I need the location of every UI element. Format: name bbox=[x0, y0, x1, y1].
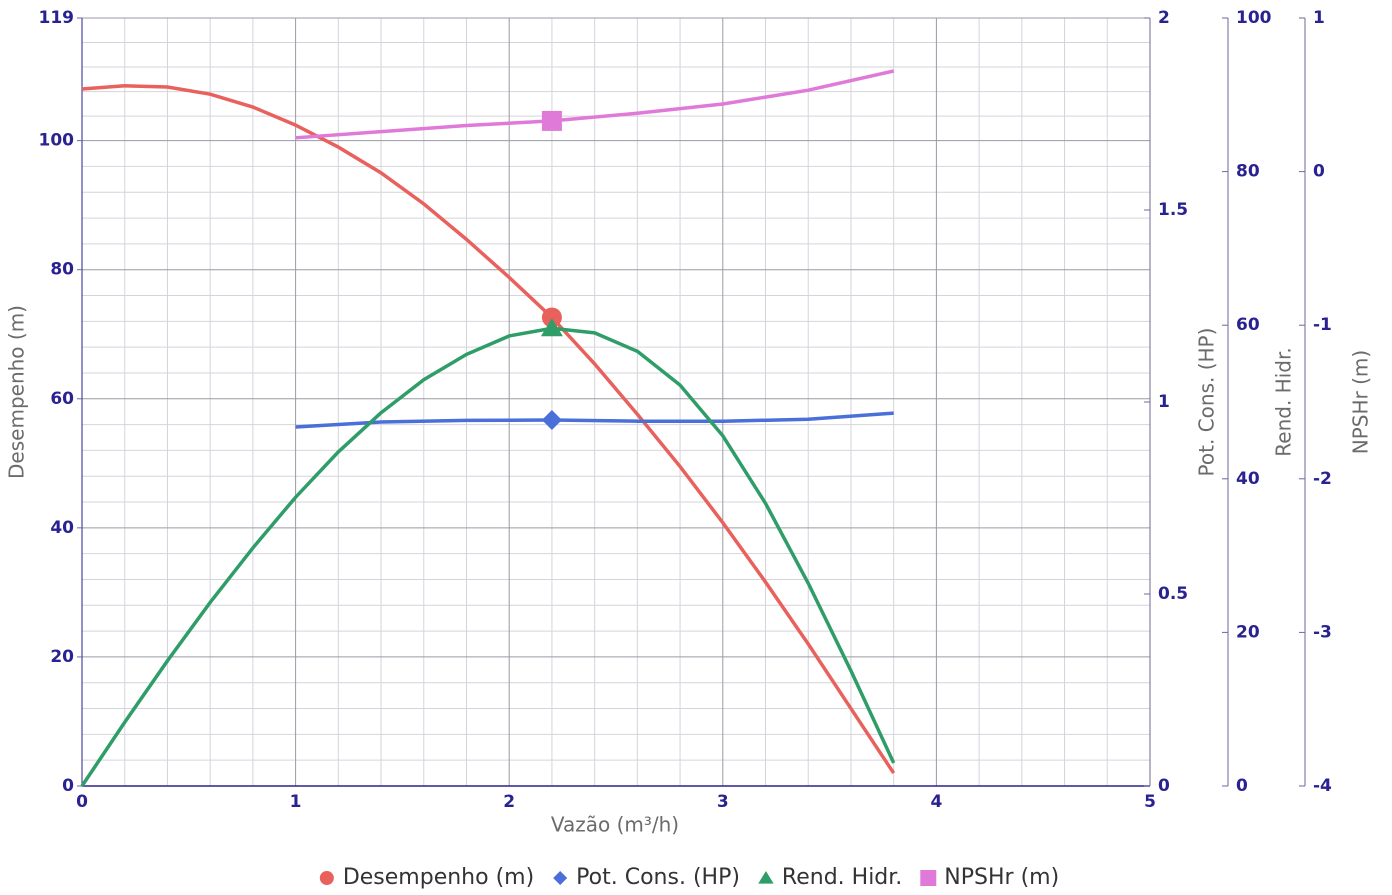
y-tick-label: 100 bbox=[39, 131, 75, 151]
series-line bbox=[295, 69, 895, 140]
x-tick-label: 3 bbox=[717, 792, 729, 812]
marker bbox=[540, 318, 563, 337]
x-tick-label: 0 bbox=[76, 792, 88, 812]
y-tick-label: 1 bbox=[1313, 8, 1325, 28]
marker bbox=[541, 307, 562, 328]
legend-label: Rend. Hidr. bbox=[782, 865, 902, 890]
y-tick-label: 119 bbox=[39, 8, 75, 28]
legend-marker bbox=[553, 871, 568, 885]
y-tick-label: -3 bbox=[1313, 622, 1332, 642]
y-tick-label: 0 bbox=[1313, 162, 1325, 182]
series-line bbox=[295, 411, 894, 429]
x-tick-label: 2 bbox=[503, 792, 515, 812]
y-tick-label: 0.5 bbox=[1158, 584, 1188, 604]
marker bbox=[541, 410, 562, 431]
y-tick-label: 0 bbox=[1236, 776, 1248, 796]
y-tick-label: 40 bbox=[50, 518, 74, 538]
y-tick-label: 80 bbox=[50, 260, 74, 280]
legend-marker bbox=[319, 871, 334, 885]
legend-label: Pot. Cons. (HP) bbox=[576, 865, 740, 890]
y-axis-title: NPSHr (m) bbox=[1349, 350, 1373, 454]
y-tick-label: 0 bbox=[62, 776, 74, 796]
legend-marker bbox=[920, 870, 937, 886]
y-tick-label: 40 bbox=[1236, 469, 1260, 489]
legend-marker bbox=[758, 871, 774, 884]
y-axis-title: Rend. Hidr. bbox=[1272, 347, 1296, 456]
y-tick-label: -4 bbox=[1313, 776, 1332, 796]
y-tick-label: 20 bbox=[50, 647, 74, 667]
marker bbox=[541, 110, 562, 131]
x-tick-label: 4 bbox=[930, 792, 942, 812]
series-line bbox=[80, 326, 896, 787]
legend-label: NPSHr (m) bbox=[944, 865, 1059, 890]
plot bbox=[80, 69, 896, 787]
y-axis-title: Pot. Cons. (HP) bbox=[1195, 328, 1219, 477]
y-tick-label: 2 bbox=[1158, 8, 1170, 28]
x-tick-label: 1 bbox=[290, 792, 302, 812]
y-tick-label: 60 bbox=[1236, 315, 1260, 335]
grid: 0 1 2 3 4 502040608010011900.511.520204060801… bbox=[39, 8, 1333, 812]
x-axis-title: Vazão (m³/h) bbox=[551, 813, 679, 837]
legend: Desempenho (m) Pot. Cons. (HP) Rend. Hidr.… bbox=[319, 865, 1059, 890]
series-line bbox=[81, 84, 896, 775]
y-tick-label: 100 bbox=[1236, 8, 1272, 28]
y-tick-label: -2 bbox=[1313, 469, 1332, 489]
y-tick-label: 60 bbox=[50, 389, 74, 409]
y-tick-label: 0 bbox=[1158, 776, 1170, 796]
y-axis-title: Desempenho (m) bbox=[5, 305, 29, 479]
y-tick-label: 80 bbox=[1236, 162, 1260, 182]
legend-label: Desempenho (m) bbox=[343, 865, 534, 890]
y-tick-label: 20 bbox=[1236, 622, 1260, 642]
x-tick-label: 5 bbox=[1144, 792, 1156, 812]
y-tick-label: 1.5 bbox=[1158, 200, 1188, 220]
y-tick-label: 1 bbox=[1158, 392, 1170, 412]
y-tick-label: -1 bbox=[1313, 315, 1332, 335]
